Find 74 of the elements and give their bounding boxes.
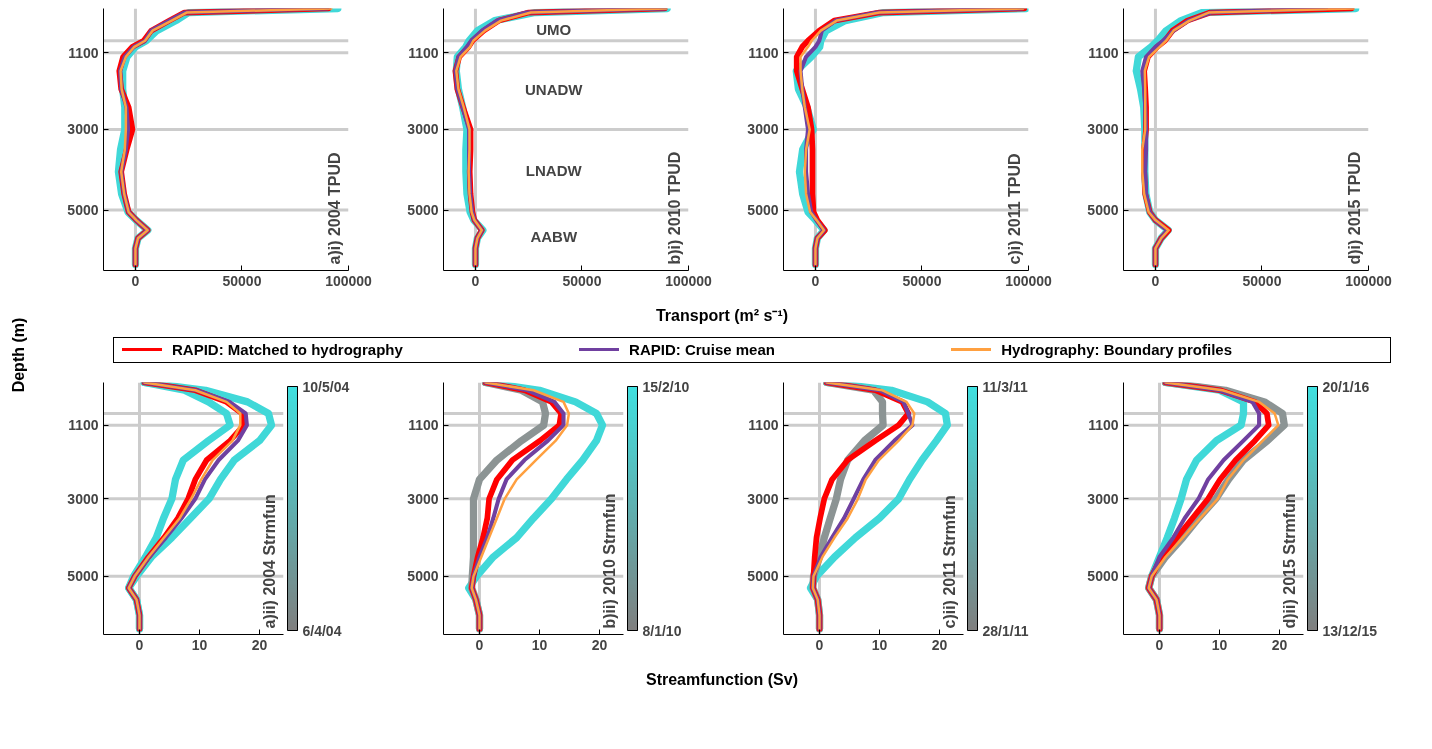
color-bar-label: 20/1/16	[1322, 378, 1370, 395]
x-tick-label: 50000	[902, 272, 942, 289]
x-tick-label: 20	[251, 636, 268, 653]
x-tick-label: 10	[1211, 636, 1228, 653]
text: c)i) 2011 TPUD	[1005, 153, 1023, 265]
y-tick-label: 1100	[68, 417, 99, 434]
y-tick-label: 3000	[1087, 121, 1119, 138]
y-tick-label: 5000	[67, 568, 99, 585]
text: a)i) 2004 TPUD	[325, 152, 343, 265]
y-tick-label: 3000	[67, 490, 99, 507]
x-tick-label: 20	[1271, 636, 1288, 653]
x-tick-label: 100000	[1005, 272, 1053, 289]
x-tick-label: 0	[131, 272, 140, 289]
x-tick-label: 0	[135, 636, 144, 653]
text: b)i) 2010 TPUD	[665, 151, 683, 265]
x-axis-title: Streamfunction (Sv)	[645, 670, 799, 690]
legend-label: Hydrography: Boundary profiles	[1000, 340, 1232, 361]
y-tick-label: 1100	[1088, 417, 1119, 434]
y-tick-label: 5000	[747, 568, 779, 585]
y-tick-label: 1100	[408, 44, 439, 61]
y-tick-label: 5000	[407, 568, 439, 585]
color-bar-label: 6/4/04	[302, 622, 342, 639]
x-tick-label: 0	[1155, 636, 1164, 653]
x-tick-label: 0	[1151, 272, 1160, 289]
x-tick-label: 0	[475, 636, 484, 653]
x-tick-label: 50000	[222, 272, 262, 289]
y-tick-label: 1100	[748, 44, 779, 61]
y-axis-title: Depth (m)	[8, 317, 28, 393]
text: d)ii) 2015 Strmfun	[1280, 493, 1298, 629]
x-tick-label: 100000	[325, 272, 373, 289]
x-tick-label: 50000	[562, 272, 602, 289]
x-tick-label: 0	[811, 272, 820, 289]
legend-label: RAPID: Matched to hydrography	[171, 340, 403, 361]
annotation: UMO	[536, 20, 572, 38]
color-bar-label: 8/1/10	[642, 622, 682, 639]
x-tick-label: 10	[531, 636, 548, 653]
y-tick-label: 3000	[747, 490, 779, 507]
color-bar-label: 10/5/04	[302, 378, 350, 395]
x-tick-label: 0	[471, 272, 480, 289]
annotation: LNADW	[525, 162, 583, 180]
y-tick-label: 3000	[407, 121, 439, 138]
legend-label: RAPID: Cruise mean	[628, 340, 775, 361]
x-tick-label: 20	[931, 636, 948, 653]
x-axis-title: Transport (m² s⁻¹)	[654, 306, 790, 326]
color-bar-label: 11/3/11	[982, 378, 1028, 395]
color-bar-label: 15/2/10	[642, 378, 690, 395]
color-bar-label: 13/12/15	[1322, 622, 1378, 639]
y-tick-label: 1100	[1088, 44, 1119, 61]
y-tick-label: 1100	[68, 44, 99, 61]
x-tick-label: 50000	[1242, 272, 1282, 289]
y-tick-label: 3000	[747, 121, 779, 138]
y-tick-label: 5000	[1087, 202, 1119, 219]
x-tick-label: 100000	[665, 272, 713, 289]
color-bar-label: 28/1/11	[982, 622, 1029, 639]
y-tick-label: 3000	[1087, 490, 1119, 507]
text: b)ii) 2010 Strmfun	[600, 493, 618, 629]
x-tick-label: 20	[591, 636, 608, 653]
x-tick-label: 100000	[1345, 272, 1393, 289]
y-tick-label: 5000	[747, 202, 779, 219]
y-tick-label: 5000	[407, 202, 439, 219]
y-tick-label: 3000	[407, 490, 439, 507]
text: a)ii) 2004 Strmfun	[260, 494, 278, 629]
text: d)i) 2015 TPUD	[1345, 151, 1363, 265]
x-tick-label: 0	[815, 636, 824, 653]
x-tick-label: 10	[871, 636, 888, 653]
x-tick-label: 10	[191, 636, 208, 653]
y-tick-label: 1100	[748, 417, 779, 434]
y-tick-label: 5000	[67, 202, 99, 219]
y-tick-label: 3000	[67, 121, 99, 138]
annotation: UNADW	[525, 81, 584, 99]
annotation: AABW	[530, 227, 578, 245]
y-tick-label: 5000	[1087, 568, 1119, 585]
y-tick-label: 1100	[408, 417, 439, 434]
text: c)ii) 2011 Strmfun	[940, 495, 958, 629]
